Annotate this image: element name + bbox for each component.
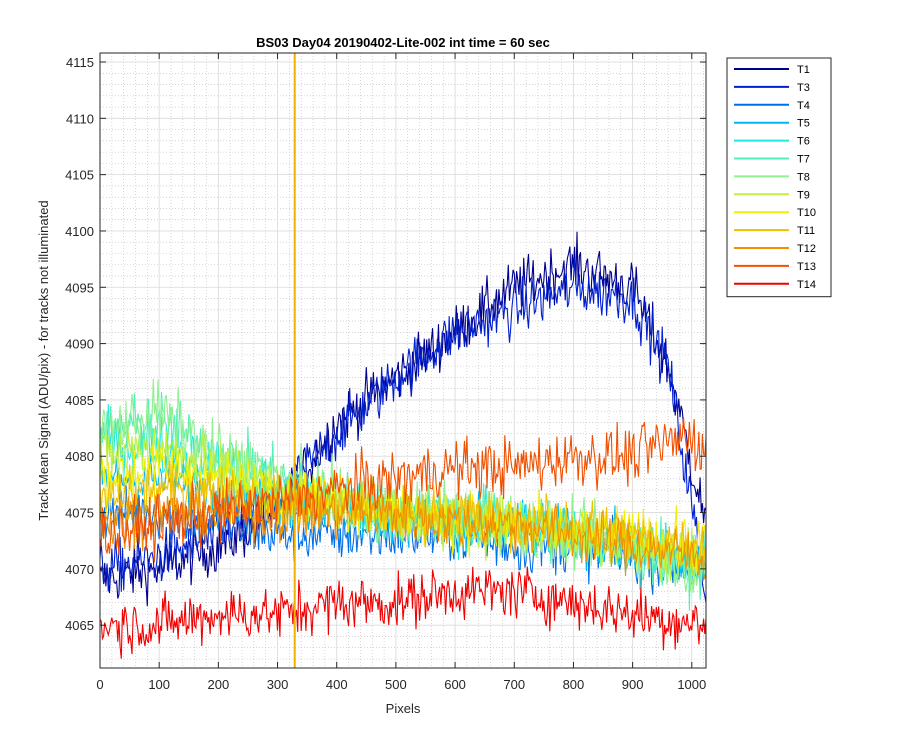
legend-label: T10 — [797, 207, 816, 219]
x-tick-label: 800 — [563, 677, 585, 692]
x-tick-label: 1000 — [677, 677, 706, 692]
x-axis: 0 100 200 300 400 500 600 700 800 900 1000 — [96, 53, 706, 692]
legend-label: T6 — [797, 136, 810, 148]
legend-label: T4 — [797, 100, 810, 112]
series-layer — [99, 231, 707, 659]
y-tick-label: 4095 — [65, 280, 94, 295]
y-tick-label: 4070 — [65, 562, 94, 577]
y-tick-label: 4115 — [66, 55, 94, 70]
legend-label: T8 — [797, 171, 810, 183]
legend-label: T13 — [797, 261, 816, 273]
legend-label: T1 — [797, 64, 810, 76]
x-tick-label: 600 — [444, 677, 466, 692]
legend-label: T3 — [797, 82, 810, 94]
y-tick-label: 4065 — [65, 618, 94, 633]
y-tick-label: 4080 — [65, 449, 94, 464]
x-tick-label: 0 — [96, 677, 103, 692]
series-line-t12 — [99, 476, 707, 580]
legend: T1 T3 T4 T5 T6 T7 T8 T9 T10 T11 T12 T13 T14 — [726, 57, 832, 298]
legend-label: T12 — [797, 243, 816, 255]
legend-label: T5 — [797, 118, 810, 130]
x-tick-label: 700 — [503, 677, 525, 692]
legend-label: T11 — [797, 225, 815, 237]
x-tick-label: 400 — [326, 677, 348, 692]
legend-label: T9 — [797, 189, 810, 201]
major-grid — [99, 53, 706, 668]
x-tick-label: 100 — [148, 677, 170, 692]
y-axis: 4065 4070 4075 4080 4085 4090 4095 4100 4105 4110… — [65, 55, 706, 633]
x-tick-label: 900 — [622, 677, 644, 692]
x-axis-label: Pixels — [386, 701, 421, 716]
x-tick-label: 500 — [385, 677, 407, 692]
series-line-t13 — [99, 417, 707, 563]
legend-label: T14 — [797, 279, 816, 291]
y-tick-label: 4085 — [65, 393, 94, 408]
legend-label: T7 — [797, 154, 810, 166]
y-tick-label: 4090 — [65, 337, 94, 352]
plot-frame — [99, 52, 707, 669]
x-tick-label: 300 — [267, 677, 289, 692]
y-tick-label: 4075 — [65, 506, 94, 521]
y-axis-label: Track Mean Signal (ADU/pix) - for tracks… — [36, 200, 51, 520]
y-tick-label: 4100 — [65, 224, 94, 239]
y-tick-label: 4105 — [65, 168, 94, 183]
series-line-t14 — [99, 566, 707, 659]
chart-title: BS03 Day04 20190402-Lite-002 int time = … — [256, 35, 550, 50]
y-tick-label: 4110 — [66, 111, 94, 126]
x-tick-label: 200 — [208, 677, 230, 692]
